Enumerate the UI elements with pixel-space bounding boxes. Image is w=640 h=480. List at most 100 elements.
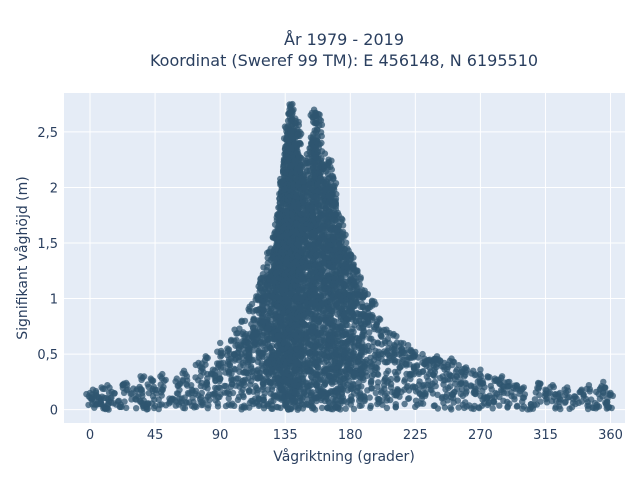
data-point	[412, 403, 419, 410]
data-point	[209, 366, 217, 373]
data-point	[332, 217, 339, 224]
data-point	[381, 385, 388, 392]
data-point	[410, 383, 417, 390]
data-point	[413, 362, 421, 369]
data-point	[338, 235, 345, 242]
data-point	[327, 318, 334, 326]
data-point	[357, 275, 364, 283]
data-point	[259, 379, 267, 386]
data-point	[366, 335, 373, 342]
data-point	[359, 368, 366, 375]
data-point	[104, 382, 111, 389]
data-point	[401, 400, 408, 408]
data-point	[238, 317, 245, 324]
data-point	[260, 306, 267, 313]
data-point	[162, 376, 169, 384]
data-point	[299, 296, 306, 303]
data-point	[293, 391, 300, 398]
data-point	[336, 241, 343, 249]
data-point	[374, 370, 381, 377]
data-point	[188, 382, 195, 389]
data-point	[335, 223, 342, 230]
data-point	[374, 379, 382, 386]
data-point	[260, 394, 267, 401]
data-point	[355, 379, 362, 386]
data-point	[297, 140, 304, 148]
data-point	[248, 300, 256, 308]
data-point	[291, 397, 298, 404]
data-point	[333, 302, 341, 309]
data-point	[392, 403, 399, 410]
data-point	[361, 289, 368, 297]
data-point	[174, 390, 182, 397]
data-point	[275, 204, 282, 211]
data-point	[294, 241, 302, 248]
data-point	[130, 385, 137, 392]
data-point	[165, 400, 173, 407]
data-point	[235, 393, 243, 400]
data-point	[253, 330, 261, 337]
data-point	[425, 370, 433, 378]
data-point	[347, 385, 354, 393]
data-point	[310, 106, 318, 113]
data-point	[318, 265, 325, 273]
data-point	[108, 394, 115, 402]
data-point	[137, 387, 145, 394]
data-point	[214, 348, 221, 355]
data-point	[259, 312, 266, 319]
data-point	[312, 193, 320, 200]
data-point	[302, 160, 309, 167]
data-point	[382, 339, 389, 347]
data-point	[381, 392, 389, 399]
data-point	[312, 286, 319, 293]
data-point	[363, 372, 371, 379]
data-point	[216, 370, 223, 378]
data-point	[239, 359, 246, 366]
data-point	[337, 341, 344, 348]
data-point	[332, 200, 339, 208]
data-point	[292, 115, 299, 122]
data-point	[227, 337, 235, 345]
data-point	[369, 311, 376, 319]
data-point	[351, 369, 358, 377]
data-point	[326, 306, 334, 313]
data-point	[383, 404, 391, 412]
data-point	[368, 316, 376, 323]
data-point	[218, 352, 225, 359]
data-point	[264, 254, 271, 262]
data-point	[264, 315, 271, 322]
data-point	[155, 405, 162, 413]
data-point	[347, 250, 354, 258]
data-point	[367, 378, 375, 386]
data-point	[317, 169, 325, 176]
data-point	[360, 376, 367, 384]
data-point	[269, 292, 276, 300]
data-point	[333, 190, 340, 198]
data-point	[321, 382, 328, 389]
data-point	[338, 215, 345, 222]
data-point	[339, 228, 347, 236]
data-point	[266, 282, 274, 289]
data-point	[298, 396, 305, 404]
data-point	[274, 404, 282, 411]
data-point	[358, 344, 365, 352]
data-point	[313, 251, 320, 259]
data-point	[387, 375, 395, 383]
data-point	[101, 394, 108, 401]
data-point	[287, 405, 294, 413]
data-point	[235, 354, 242, 361]
data-point	[300, 282, 307, 290]
data-point	[262, 368, 269, 376]
data-point	[264, 259, 271, 267]
data-point	[372, 364, 380, 371]
data-point	[300, 178, 307, 185]
data-point	[105, 400, 112, 407]
data-point	[128, 396, 135, 403]
data-point	[289, 100, 296, 108]
data-point	[214, 360, 221, 367]
data-point	[336, 378, 344, 386]
data-point	[313, 126, 321, 133]
data-point	[404, 342, 412, 349]
data-point	[192, 402, 199, 409]
